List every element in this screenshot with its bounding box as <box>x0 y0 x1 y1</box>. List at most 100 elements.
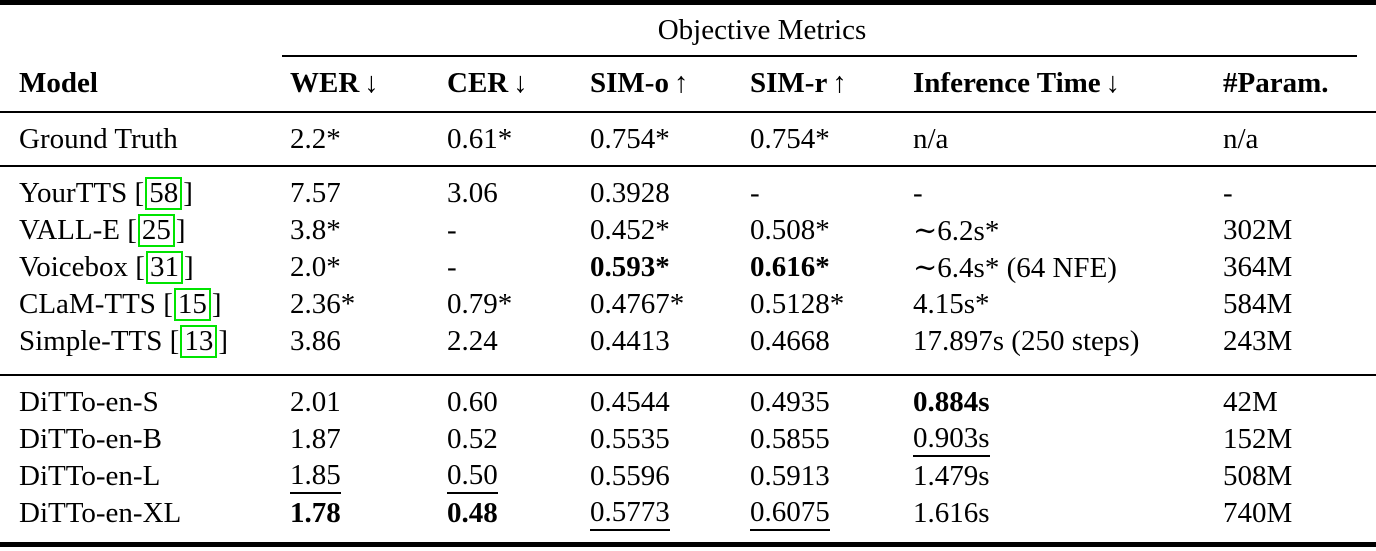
metric-cell: 7.57 <box>290 177 341 209</box>
model-cell: YourTTS [58] <box>19 177 193 210</box>
metric-cell: 302M <box>1223 214 1293 246</box>
section-baselines: YourTTS [58] 7.57 3.06 0.3928 - - - VALL-E [25]… <box>0 167 1376 374</box>
metric-cell: 0.4413 <box>590 325 670 357</box>
metric-cell: 17.897s (250 steps) <box>913 325 1140 357</box>
metric-cell: 2.01 <box>290 386 341 418</box>
metric-cell: 0.884s <box>913 386 990 418</box>
group-header-row: Objective Metrics <box>0 5 1376 55</box>
column-header-sim-r: SIM-r ↑ <box>750 66 847 99</box>
metric-cell: 584M <box>1223 288 1293 320</box>
metric-cell: 0.508* <box>750 214 830 246</box>
metric-cell: 0.4767* <box>590 288 685 320</box>
table-row: DiTTo-en-S 2.01 0.60 0.4544 0.4935 0.884s 42M <box>0 384 1376 421</box>
metric-cell: 1.479s <box>913 460 990 492</box>
metric-cell: n/a <box>1223 122 1259 155</box>
metric-cell: 0.3928 <box>590 177 670 209</box>
table-row: Voicebox [31] 2.0* - 0.593* 0.616* ∼6.4s* (64… <box>0 249 1376 286</box>
metric-cell: 3.8* <box>290 214 341 246</box>
model-cell: Ground Truth <box>19 122 178 155</box>
column-header-wer: WER ↓ <box>290 66 379 99</box>
table-top-rule <box>0 0 1376 5</box>
table-row: DiTTo-en-L 1.85 0.50 0.5596 0.5913 1.479s 508M <box>0 458 1376 495</box>
table-row: VALL-E [25] 3.8* - 0.452* 0.508* ∼6.2s* 302M <box>0 212 1376 249</box>
metric-cell: 0.4544 <box>590 386 670 418</box>
metric-cell: 0.6075 <box>750 496 913 531</box>
metric-cell: 0.754* <box>750 122 830 155</box>
metric-cell: - <box>913 177 923 209</box>
metric-cell: 2.24 <box>447 325 498 357</box>
column-header-sim-o: SIM-o ↑ <box>590 66 689 99</box>
metric-cell: 508M <box>1223 460 1293 492</box>
down-arrow-icon: ↓ <box>1105 66 1121 99</box>
model-cell: CLaM-TTS [15] <box>19 288 222 321</box>
model-cell: DiTTo-en-XL <box>19 497 182 529</box>
model-cell: DiTTo-en-S <box>19 386 159 418</box>
section-ground-truth: Ground Truth 2.2* 0.61* 0.754* 0.754* n/a n/a <box>0 113 1376 165</box>
down-arrow-icon: ↓ <box>364 66 379 99</box>
metric-cell: 0.754* <box>590 122 670 155</box>
table-row: YourTTS [58] 7.57 3.06 0.3928 - - - <box>0 175 1376 212</box>
up-arrow-icon: ↑ <box>673 66 689 99</box>
citation-link[interactable]: 15 <box>173 288 211 321</box>
metric-cell: 0.5773 <box>590 496 750 531</box>
metric-cell: 2.2* <box>290 122 341 155</box>
metric-cell: 0.593* <box>590 251 670 283</box>
metric-cell: 0.61* <box>447 122 513 155</box>
metric-cell: - <box>447 251 457 283</box>
metric-cell: 0.5855 <box>750 423 830 455</box>
table-row: Simple-TTS [13] 3.86 2.24 0.4413 0.4668 17.89… <box>0 323 1376 360</box>
metric-cell: 152M <box>1223 423 1293 455</box>
section-divider-rule <box>0 165 1376 167</box>
column-header-cer: CER ↓ <box>447 66 528 99</box>
metric-cell: 2.0* <box>290 251 341 283</box>
metric-cell: ∼6.4s* (64 NFE) <box>913 252 1117 284</box>
column-header-row: Model WER ↓ CER ↓ SIM-o ↑ SIM-r ↑ Inference … <box>0 57 1376 111</box>
metric-cell: 0.4668 <box>750 325 830 357</box>
metric-cell: 4.15s* <box>913 288 990 320</box>
metric-cell: 2.36* <box>290 288 356 320</box>
group-header-rule <box>282 55 1357 57</box>
table-bottom-rule <box>0 542 1376 547</box>
citation-link[interactable]: 25 <box>137 214 175 247</box>
citation-link[interactable]: 13 <box>180 325 218 358</box>
metric-cell: 0.48 <box>447 497 498 529</box>
citation-link[interactable]: 31 <box>145 251 183 284</box>
table-row: CLaM-TTS [15] 2.36* 0.79* 0.4767* 0.5128* 4.1… <box>0 286 1376 323</box>
header-bottom-rule <box>0 111 1376 113</box>
metric-cell: ∼6.2s* <box>913 215 1000 247</box>
metric-cell: 0.5596 <box>590 460 670 492</box>
metric-cell: n/a <box>913 122 949 155</box>
metric-cell: - <box>447 214 457 246</box>
metric-cell: - <box>1223 177 1233 209</box>
metric-cell: 42M <box>1223 386 1278 418</box>
table-row: DiTTo-en-XL 1.78 0.48 0.5773 0.6075 1.616s 740… <box>0 495 1376 532</box>
citation-link[interactable]: 58 <box>145 177 183 210</box>
metric-cell: - <box>750 177 760 209</box>
metric-cell: 740M <box>1223 497 1293 529</box>
metric-cell: 3.06 <box>447 177 498 209</box>
model-cell: Voicebox [31] <box>19 251 194 284</box>
metric-cell: 1.85 <box>290 459 447 494</box>
column-header-model: Model <box>19 66 98 99</box>
table-row: Ground Truth 2.2* 0.61* 0.754* 0.754* n/a n/a <box>0 113 1376 165</box>
metric-cell: 0.616* <box>750 251 830 283</box>
table-row: DiTTo-en-B 1.87 0.52 0.5535 0.5855 0.903s 152M <box>0 421 1376 458</box>
metric-cell: 0.50 <box>447 459 590 494</box>
section-divider-rule <box>0 374 1376 376</box>
metric-cell: 0.52 <box>447 423 498 455</box>
metric-cell: 0.79* <box>447 288 513 320</box>
column-header-inference-time: Inference Time ↓ <box>913 66 1121 99</box>
model-cell: DiTTo-en-B <box>19 423 162 455</box>
model-cell: DiTTo-en-L <box>19 460 161 492</box>
column-header-param: #Param. <box>1223 66 1329 99</box>
metric-cell: 0.5128* <box>750 288 845 320</box>
model-cell: VALL-E [25] <box>19 214 186 247</box>
metric-cell: 1.616s <box>913 497 990 529</box>
down-arrow-icon: ↓ <box>513 66 528 99</box>
model-cell: Simple-TTS [13] <box>19 325 228 358</box>
metric-cell: 0.60 <box>447 386 498 418</box>
metric-cell: 0.4935 <box>750 386 830 418</box>
metric-cell: 3.86 <box>290 325 341 357</box>
metric-cell: 0.5535 <box>590 423 670 455</box>
